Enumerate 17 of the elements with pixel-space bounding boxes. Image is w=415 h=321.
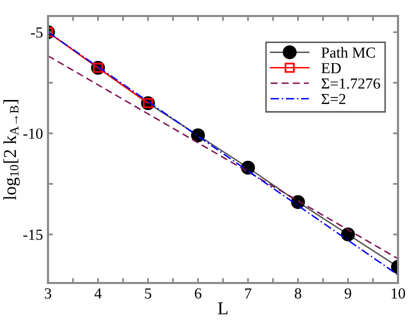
y-tick-label: -15 — [23, 230, 43, 240]
x-tick-label: 9 — [344, 288, 352, 299]
legend-label: Σ=2 — [322, 94, 346, 104]
x-tick-label: 3 — [44, 288, 52, 299]
x-tick-label: 7 — [245, 288, 252, 298]
x-tick-label: 5 — [145, 288, 152, 299]
legend-label: Path MC — [321, 47, 375, 58]
y-axis-title: log$_{10}$[2 k$_{A→B}$] — [3, 100, 20, 200]
x-axis-title: L — [218, 302, 228, 314]
y-tick-label: -10 — [23, 128, 43, 139]
y-tick-label: -5 — [30, 27, 43, 38]
legend-label: ED — [321, 63, 341, 74]
legend-label: Σ=1.7276 — [322, 78, 380, 89]
x-tick-label: 4 — [94, 288, 102, 298]
x-tick-label: 8 — [294, 288, 302, 299]
x-tick-label: 10 — [392, 288, 406, 299]
x-tick-label: 6 — [194, 288, 202, 299]
